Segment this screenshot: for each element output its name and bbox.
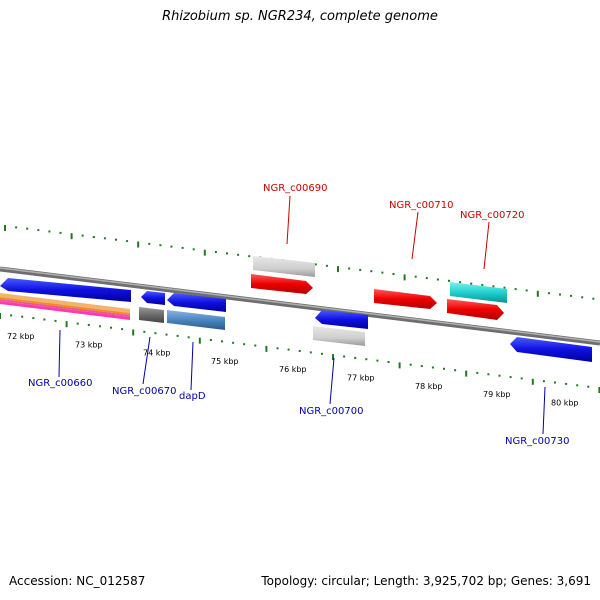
scale-label: 80 kbp [551,398,579,407]
scale-label: 78 kbp [415,382,443,391]
gene-dapd-steel [167,310,225,330]
gene-ngr-c00660[interactable] [0,278,131,302]
scale-label: 77 kbp [347,374,375,383]
gene-ngr-c00720-cyan [450,282,507,303]
label-leaders [58,195,546,435]
gene-ngr-c00700-gray [313,326,365,346]
label-dapd: dapD [179,391,206,402]
label-ngr-c00670: NGR_c00670 [112,386,177,397]
gene-ngr-c00690-gray [253,256,315,277]
inner-ruler [0,313,600,393]
genome-title: Rhizobium sp. NGR234, complete genome [162,9,438,24]
scale-labels: 72 kbp 73 kbp 74 kbp 75 kbp 76 kbp 77 kbp 78 k… [7,332,579,407]
gene-ngr-c00710[interactable] [374,289,437,309]
gene-ngr-c00690[interactable] [251,274,313,294]
label-ngr-c00660: NGR_c00660 [28,378,93,389]
gene-ngr-c00720[interactable] [447,299,504,320]
scale-label: 73 kbp [75,340,103,349]
label-ngr-c00730: NGR_c00730 [505,436,570,447]
outer-ruler [4,225,595,300]
scale-label: 79 kbp [483,390,511,399]
genome-summary: Topology: circular; Length: 3,925,702 bp… [261,574,591,588]
label-ngr-c00700: NGR_c00700 [299,406,364,417]
scale-label: 75 kbp [211,357,239,366]
gene-ngr-c00700[interactable] [315,310,368,329]
genome-backbone [0,266,600,346]
label-ngr-c00720: NGR_c00720 [460,210,525,221]
label-ngr-c00710: NGR_c00710 [389,200,454,211]
colored-track-bundle [0,293,130,320]
gene-ngr-c00670-gray [139,307,164,323]
scale-label: 72 kbp [7,332,35,341]
gene-ngr-c00730[interactable] [510,337,592,362]
gene-ngr-c00670[interactable] [141,291,165,305]
gene-dapd[interactable] [167,293,226,312]
scale-label: 76 kbp [279,365,307,374]
accession-label: Accession: NC_012587 [9,574,146,588]
scale-label: 74 kbp [143,349,171,358]
label-ngr-c00690: NGR_c00690 [263,183,328,194]
